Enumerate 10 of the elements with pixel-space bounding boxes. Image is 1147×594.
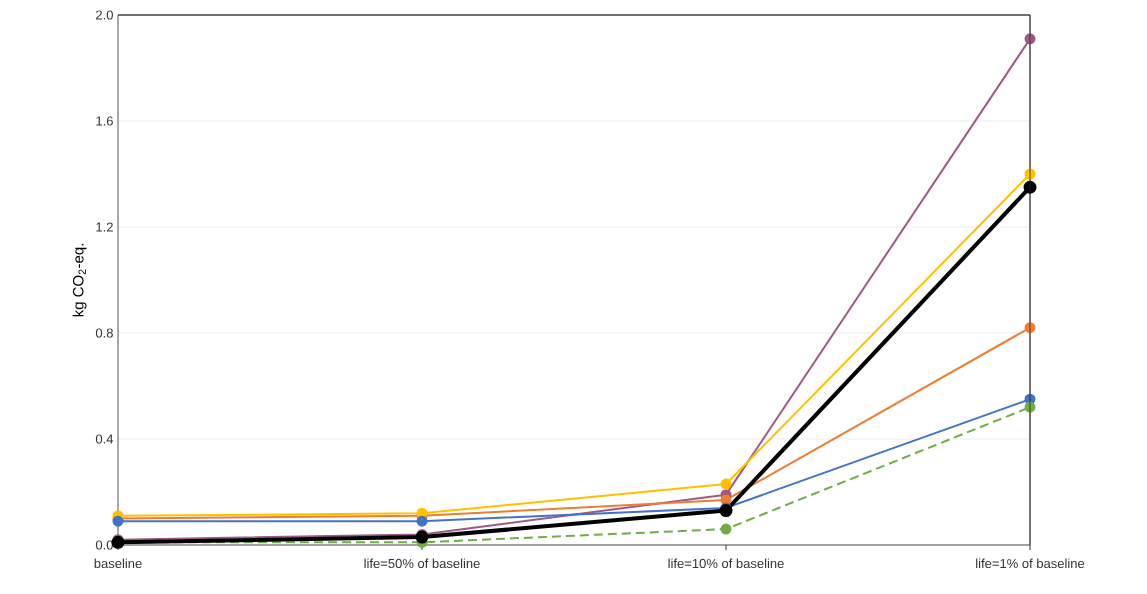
x-tick-label: life=50% of baseline <box>364 558 480 569</box>
y-tick-label: 0.8 <box>95 328 113 338</box>
x-tick-label: life=1% of baseline <box>976 558 1085 569</box>
y-axis-title: kg CO$_{2}$-eq. <box>72 244 87 317</box>
y-tick-label: 1.2 <box>96 222 113 232</box>
y-tick-label: 2.0 <box>96 10 113 20</box>
x-tick-label: life=10% of baseline <box>668 558 784 569</box>
y-tick-label: 0.4 <box>95 434 114 444</box>
x-tick-label: baseline <box>94 558 142 569</box>
y-tick-label: 1.6 <box>96 116 113 126</box>
